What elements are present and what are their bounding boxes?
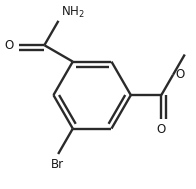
Text: O: O	[175, 68, 185, 81]
Text: O: O	[5, 39, 14, 52]
Text: O: O	[157, 123, 166, 136]
Text: NH$_2$: NH$_2$	[61, 5, 85, 20]
Text: Br: Br	[50, 157, 64, 170]
